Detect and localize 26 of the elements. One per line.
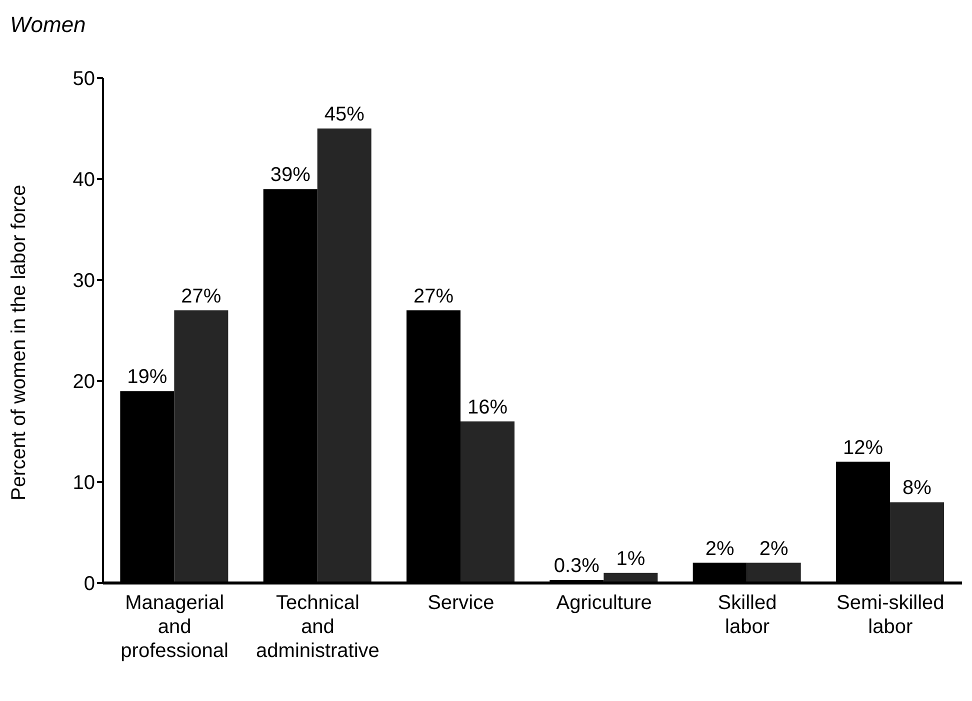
y-tick-label: 30 [72, 270, 95, 292]
x-tick-label: Service [428, 592, 494, 614]
x-tick-label: Managerial and professional [120, 592, 229, 662]
data-label: 27% [181, 285, 222, 308]
chart-title: Women [10, 12, 86, 38]
data-label: 39% [270, 164, 311, 186]
data-label: 0.3% [554, 554, 600, 577]
data-label: 1% [616, 548, 646, 570]
y-tick-label: 40 [72, 169, 95, 192]
data-label: 27% [414, 285, 454, 308]
y-axis-title: Percent of women in the labor force [8, 184, 30, 500]
data-label: 12% [843, 436, 884, 459]
x-tick-label: Technical and administrative [256, 592, 380, 662]
y-tick-label: 10 [72, 472, 95, 494]
data-label: 2% [759, 538, 789, 560]
data-label: 45% [324, 104, 365, 126]
data-label: 19% [127, 366, 168, 388]
x-tick-label: Semi-skilled labor [836, 592, 944, 638]
y-tick-label: 0 [84, 573, 95, 596]
data-label: 16% [468, 396, 508, 418]
data-label: 8% [902, 477, 932, 500]
data-label: 2% [705, 538, 735, 560]
x-tick-label: Skilled labor [718, 592, 777, 638]
y-tick-label: 50 [72, 68, 95, 90]
x-tick-label: Agriculture [556, 592, 652, 614]
y-tick-label: 20 [72, 371, 95, 394]
